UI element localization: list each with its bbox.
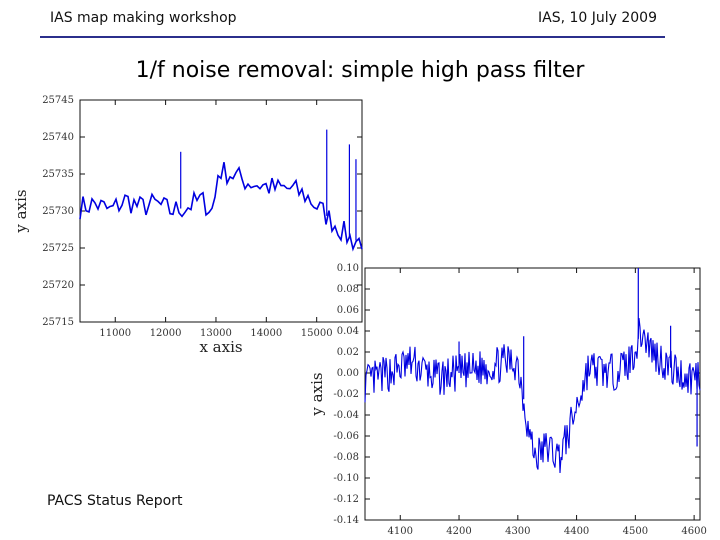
p2-x-tick-label: 4400 bbox=[564, 526, 589, 537]
p1-y-tick-label: 25720 bbox=[42, 280, 74, 291]
p2-y-tick-label: 0.04 bbox=[337, 326, 359, 337]
p1-y-tick-label: 25730 bbox=[42, 206, 74, 217]
p2-y-tick-label: 0.00 bbox=[337, 368, 359, 379]
p2-x-tick-label: 4100 bbox=[388, 526, 413, 537]
p1-x-tick-label: 12000 bbox=[150, 328, 182, 339]
p2-y-tick-label: -0.10 bbox=[333, 473, 359, 484]
p1-x-tick-label: 13000 bbox=[200, 328, 232, 339]
header-rule bbox=[40, 36, 665, 38]
p2-trace bbox=[364, 318, 701, 474]
p1-x-tick-label: 14000 bbox=[250, 328, 282, 339]
p2-y-tick-label: -0.14 bbox=[333, 515, 359, 526]
p2-x-tick-label: 4300 bbox=[505, 526, 530, 537]
footer-text: PACS Status Report bbox=[47, 493, 183, 509]
p2-y-tick-label: 0.02 bbox=[337, 347, 359, 358]
p1-y-tick-label: 25725 bbox=[42, 243, 74, 254]
p1-x-axis-label: x axis bbox=[199, 338, 242, 356]
p2-y-tick-label: -0.04 bbox=[333, 410, 359, 421]
p2-y-tick-label: -0.02 bbox=[333, 389, 359, 400]
p1-trace bbox=[79, 162, 363, 252]
p1-x-tick-label: 15000 bbox=[301, 328, 333, 339]
p2-x-tick-label: 4500 bbox=[623, 526, 648, 537]
p2-y-tick-label: 0.10 bbox=[337, 263, 359, 274]
p1-frame bbox=[79, 99, 363, 323]
p1-y-tick-label: 25715 bbox=[42, 317, 74, 328]
p1-y-axis-label: y axis bbox=[12, 189, 30, 233]
p2-x-tick-label: 4200 bbox=[446, 526, 471, 537]
p2-y-tick-label: -0.08 bbox=[333, 452, 359, 463]
p2-y-axis-label: y axis bbox=[308, 372, 326, 416]
p1-y-tick-label: 25735 bbox=[42, 169, 74, 180]
p2-y-tick-label: -0.12 bbox=[333, 494, 359, 505]
p2-frame bbox=[364, 267, 701, 521]
p1-y-tick-label: 25745 bbox=[42, 95, 74, 106]
slide-title: 1/f noise removal: simple high pass filt… bbox=[135, 58, 585, 83]
p2-y-tick-label: -0.06 bbox=[333, 431, 359, 442]
p1-x-tick-label: 11000 bbox=[99, 328, 131, 339]
p1-y-tick-label: 25740 bbox=[42, 132, 74, 143]
p2-y-tick-label: 0.08 bbox=[337, 284, 359, 295]
p2-y-tick-label: 0.06 bbox=[337, 305, 359, 316]
header-left-text: IAS map making workshop bbox=[50, 10, 237, 26]
header-right-text: IAS, 10 July 2009 bbox=[537, 10, 657, 26]
p2-x-tick-label: 4600 bbox=[681, 526, 706, 537]
